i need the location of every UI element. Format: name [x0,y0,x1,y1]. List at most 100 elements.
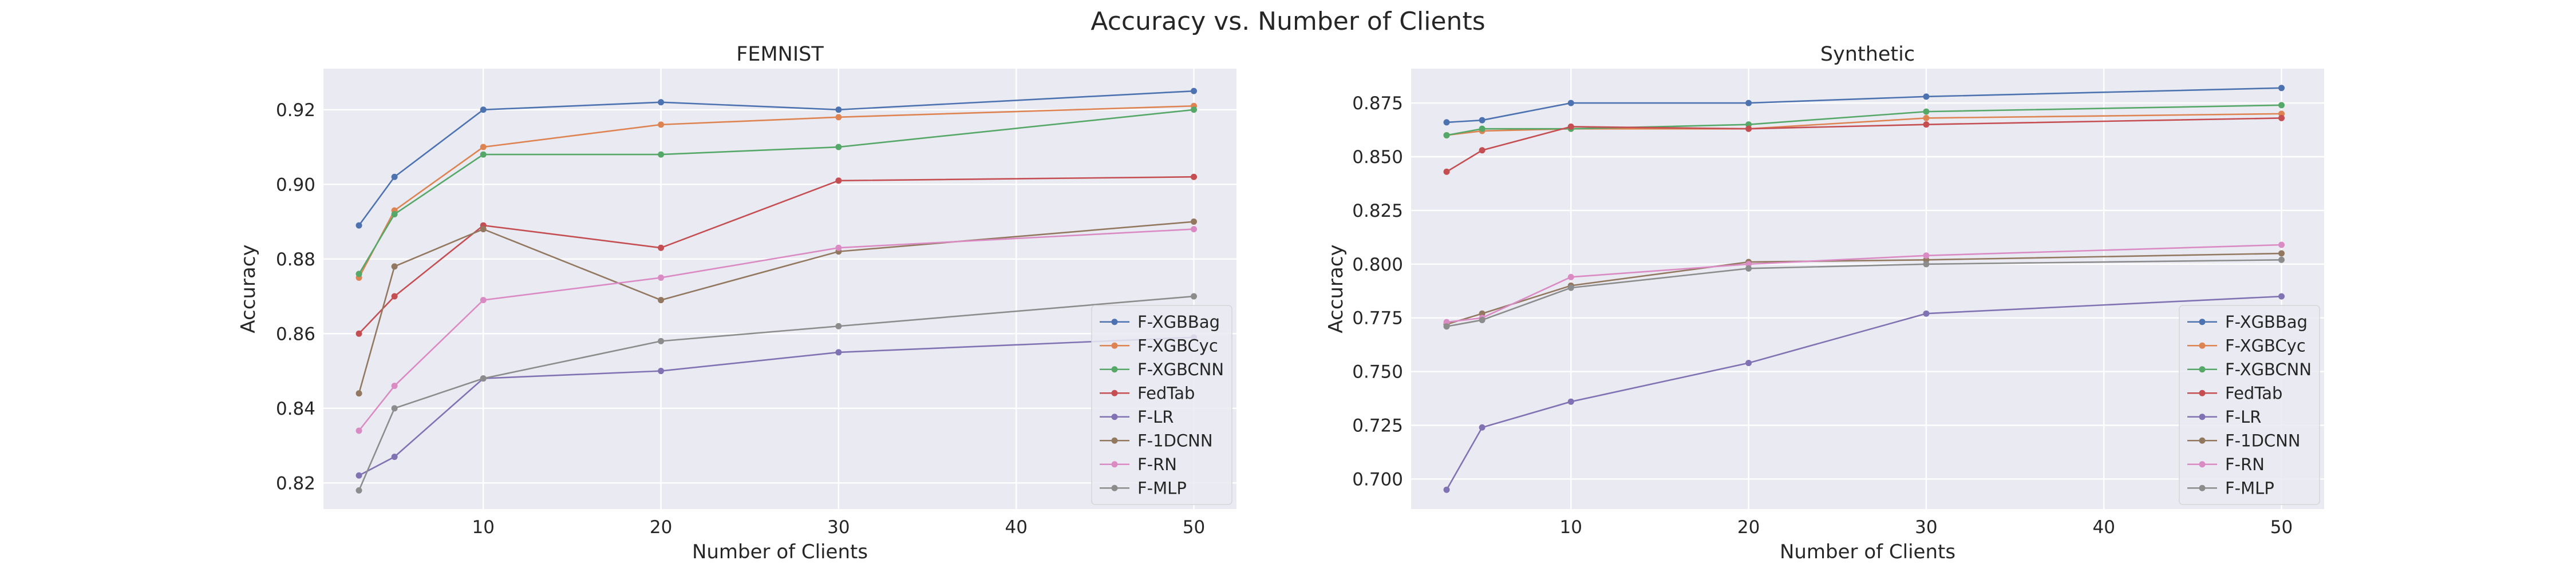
legend-swatch-marker [2199,366,2206,373]
legend-label: F-RN [1137,455,1177,474]
data-point [391,173,398,180]
data-point [1567,398,1574,405]
legend-swatch-marker [1111,390,1118,396]
x-axis-label: Number of Clients [1780,541,1955,563]
data-point [480,226,487,233]
x-tick-label: 50 [1183,517,1205,538]
data-point [2278,293,2285,300]
data-point [1567,273,1574,280]
data-point [355,390,362,397]
series-F-XGBBag [1443,85,2285,126]
data-point [391,293,398,300]
series-line [1446,87,2282,124]
data-point [835,114,842,121]
y-tick-label: 0.750 [1352,362,1403,383]
data-point [1923,261,1930,268]
legend-item: F-XGBBag [1100,312,1220,332]
legend-item: F-1DCNN [2187,431,2301,450]
y-tick-label: 0.725 [1352,416,1403,436]
series-line [358,221,1194,394]
data-point [391,210,398,217]
data-point [1923,252,1930,259]
data-point [480,144,487,150]
legend-swatch-marker [2199,390,2206,396]
data-point [1191,173,1198,180]
series-line [1446,244,2282,323]
data-point [355,330,362,337]
series-line [358,228,1194,431]
legend-item: F-LR [1100,407,1174,427]
legend: F-XGBBag F-XGBCyc F-XGBCNN FedTab F-LR F-1DCN… [2179,305,2320,505]
x-tick-label: 30 [1915,517,1937,538]
y-axis-label: Accuracy [1325,244,1348,333]
y-tick-label: 0.86 [276,324,315,344]
legend-item: F-RN [1100,455,1177,474]
data-point [480,375,487,382]
data-point [2278,85,2285,92]
y-tick-label: 0.90 [276,174,315,195]
data-point [1923,108,1930,115]
data-point [1745,360,1752,367]
data-point [658,151,665,158]
data-point [1567,100,1574,106]
legend-swatch-marker [2199,319,2206,325]
data-point [355,487,362,494]
series-F-LR [1443,293,2285,493]
data-point [480,106,487,113]
x-tick-label: 10 [472,517,495,538]
legend-swatch-marker [1111,319,1118,325]
data-point [1923,114,1930,121]
data-point [355,472,362,479]
data-point [658,244,665,251]
data-point [658,121,665,128]
y-tick-label: 0.800 [1352,255,1403,275]
x-tick-label: 40 [2092,517,2115,538]
series-line [358,295,1194,491]
data-point [391,405,398,412]
data-point [391,263,398,270]
data-point [1191,106,1198,113]
chart-title: Synthetic [1820,43,1915,66]
legend-label: F-XGBCNN [2225,360,2312,379]
series-line [1446,252,2282,325]
legend-item: F-XGBCNN [1100,360,1224,379]
series-line [358,90,1194,226]
legend-frame [1091,305,1232,505]
legend-label: F-MLP [1137,478,1187,498]
legend-label: F-MLP [2225,478,2274,498]
data-point [1443,486,1450,493]
data-point [835,244,842,251]
plot-area [1411,69,2324,509]
y-tick-label: 0.92 [276,100,315,121]
series-line [358,336,1194,476]
data-point [391,454,398,460]
gridlines [323,69,1236,509]
series-F-XGBCNN [355,106,1198,277]
x-tick-label: 20 [650,517,672,538]
legend-frame [2179,305,2320,505]
gridlines [1411,69,2324,509]
legend-swatch-marker [1111,414,1118,420]
data-point [1443,168,1450,175]
legend-item: F-XGBCyc [1100,336,1218,355]
data-point [1923,310,1930,317]
series-line [1446,259,2282,328]
y-tick-label: 0.88 [276,249,315,270]
legend-swatch-marker [1111,461,1118,468]
data-point [1567,123,1574,130]
series-line [1446,113,2282,136]
legend-item: F-MLP [1100,478,1187,498]
y-tick-label: 0.84 [276,399,315,419]
legend-swatch-marker [2199,342,2206,349]
legend-label: F-XGBCyc [1137,336,1218,355]
x-tick-label: 30 [827,517,850,538]
data-point [480,151,487,158]
legend-item: F-XGBBag [2187,312,2308,332]
data-point [835,106,842,113]
legend-label: F-RN [2225,455,2265,474]
data-point [2278,250,2285,257]
data-point [2278,241,2285,248]
data-point [1479,125,1485,132]
legend-item: FedTab [2187,383,2282,403]
